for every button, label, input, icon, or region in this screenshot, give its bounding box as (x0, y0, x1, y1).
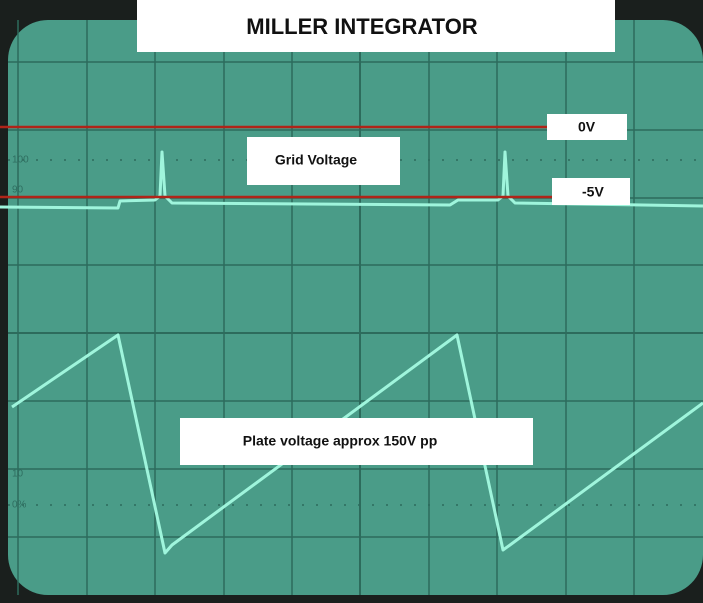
screen (8, 20, 703, 595)
label: -5V (582, 184, 604, 200)
label: Grid Voltage (275, 152, 357, 168)
label: 0V (578, 119, 596, 135)
scope-photo: 100 90 10 0% MILLER INTEGRATOR 0V Grid V… (0, 0, 703, 603)
label: Plate voltage approx 150V pp (243, 433, 438, 449)
graticule-label: 0% (12, 500, 27, 511)
graticule-label: 90 (12, 185, 24, 196)
graticule-label: 100 (12, 155, 29, 166)
graticule-label: 10 (12, 469, 24, 480)
title: MILLER INTEGRATOR (246, 14, 478, 39)
